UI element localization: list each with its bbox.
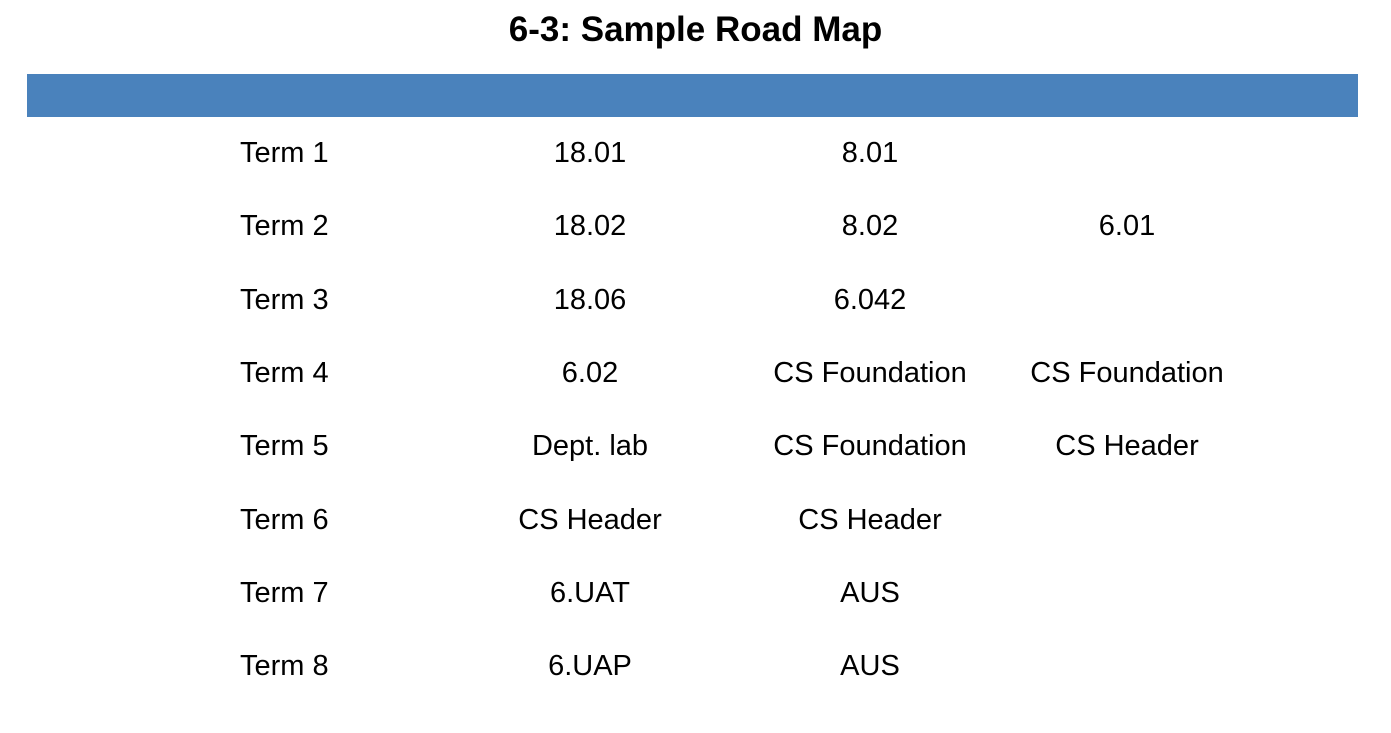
term-label: Term 8 xyxy=(240,650,329,683)
table-row: Term 4 6.02 CS Foundation CS Foundation xyxy=(27,337,1358,410)
course-cell: 18.02 xyxy=(553,210,627,243)
table-row: Term 7 6.UAT AUS xyxy=(27,557,1358,630)
term-label: Term 6 xyxy=(240,503,329,536)
course-cell: CS Header xyxy=(1055,430,1199,463)
table-header-bar xyxy=(27,74,1358,117)
page-title: 6-3: Sample Road Map xyxy=(508,10,883,49)
course-cell: 6.042 xyxy=(833,283,907,316)
course-cell: CS Foundation xyxy=(773,357,967,390)
table-row: Term 5 Dept. lab CS Foundation CS Header xyxy=(27,410,1358,483)
course-cell: 6.UAP xyxy=(548,650,632,683)
course-cell: 18.06 xyxy=(553,283,627,316)
course-cell: 6.02 xyxy=(561,357,619,390)
table-row: Term 1 18.01 8.01 xyxy=(27,117,1358,190)
table-row: Term 3 18.06 6.042 xyxy=(27,264,1358,337)
course-cell: 18.01 xyxy=(553,137,627,170)
term-label: Term 5 xyxy=(240,430,329,463)
course-cell: CS Foundation xyxy=(1030,357,1224,390)
term-label: Term 7 xyxy=(240,576,329,609)
course-cell: 6.01 xyxy=(1098,210,1156,243)
course-cell: 8.02 xyxy=(841,210,899,243)
table-row: Term 6 CS Header CS Header xyxy=(27,483,1358,556)
table-row: Term 8 6.UAP AUS xyxy=(27,630,1358,703)
course-cell: CS Foundation xyxy=(773,430,967,463)
course-cell: CS Header xyxy=(798,503,942,536)
term-label: Term 4 xyxy=(240,357,329,390)
course-cell: 8.01 xyxy=(841,137,899,170)
term-label: Term 3 xyxy=(240,283,329,316)
course-cell: CS Header xyxy=(518,503,662,536)
term-label: Term 1 xyxy=(240,137,329,170)
roadmap-table: Term 1 18.01 8.01 Term 2 18.02 8.02 6.01… xyxy=(27,117,1358,703)
course-cell: 6.UAT xyxy=(549,576,631,609)
course-cell: AUS xyxy=(840,576,900,609)
table-row: Term 2 18.02 8.02 6.01 xyxy=(27,190,1358,263)
course-cell: AUS xyxy=(840,650,900,683)
course-cell: Dept. lab xyxy=(531,430,649,463)
term-label: Term 2 xyxy=(240,210,329,243)
